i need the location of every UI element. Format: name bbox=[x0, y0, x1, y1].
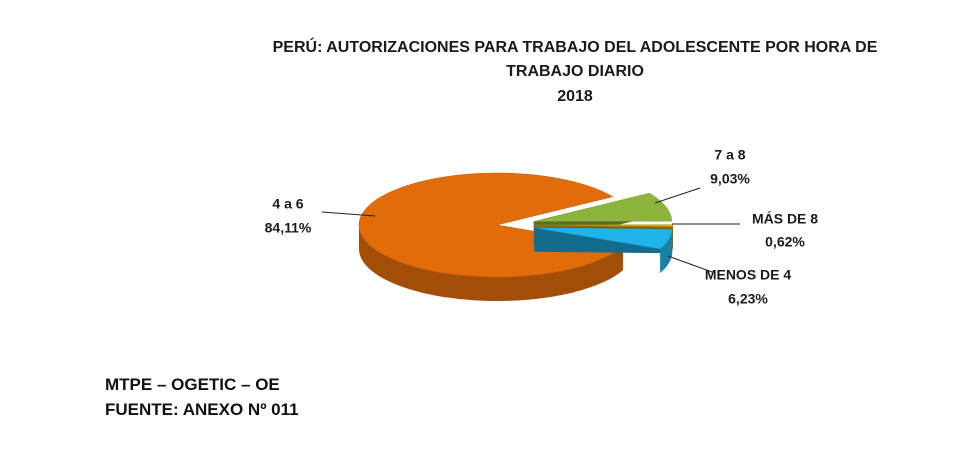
note: FUENTE: ANEXO Nº 011 bbox=[105, 400, 299, 419]
data-label: 6,23% bbox=[728, 291, 768, 307]
data-label: 9,03% bbox=[710, 171, 750, 187]
chart-subtitle: 2018 bbox=[557, 88, 593, 105]
slice bbox=[533, 192, 672, 222]
legend-label: 7 a 8 bbox=[714, 147, 745, 163]
slice-side bbox=[359, 225, 623, 301]
slice-side bbox=[660, 229, 673, 273]
leader-line bbox=[321, 211, 376, 217]
data-label: 84,11% bbox=[265, 220, 312, 236]
legend-label: MENOS DE 4 bbox=[705, 267, 792, 283]
legend-label: 4 a 6 bbox=[272, 196, 303, 212]
leader-line bbox=[667, 255, 713, 273]
slice bbox=[534, 227, 673, 250]
data-label: 0,62% bbox=[765, 234, 805, 250]
slice bbox=[534, 224, 674, 227]
legend-label: MÁS DE 8 bbox=[752, 211, 818, 227]
chart-title: PERÚ: AUTORIZACIONES PARA TRABAJO DEL AD… bbox=[272, 39, 878, 80]
note: MTPE – OGETIC – OE bbox=[105, 375, 280, 394]
leader-line bbox=[654, 187, 701, 204]
